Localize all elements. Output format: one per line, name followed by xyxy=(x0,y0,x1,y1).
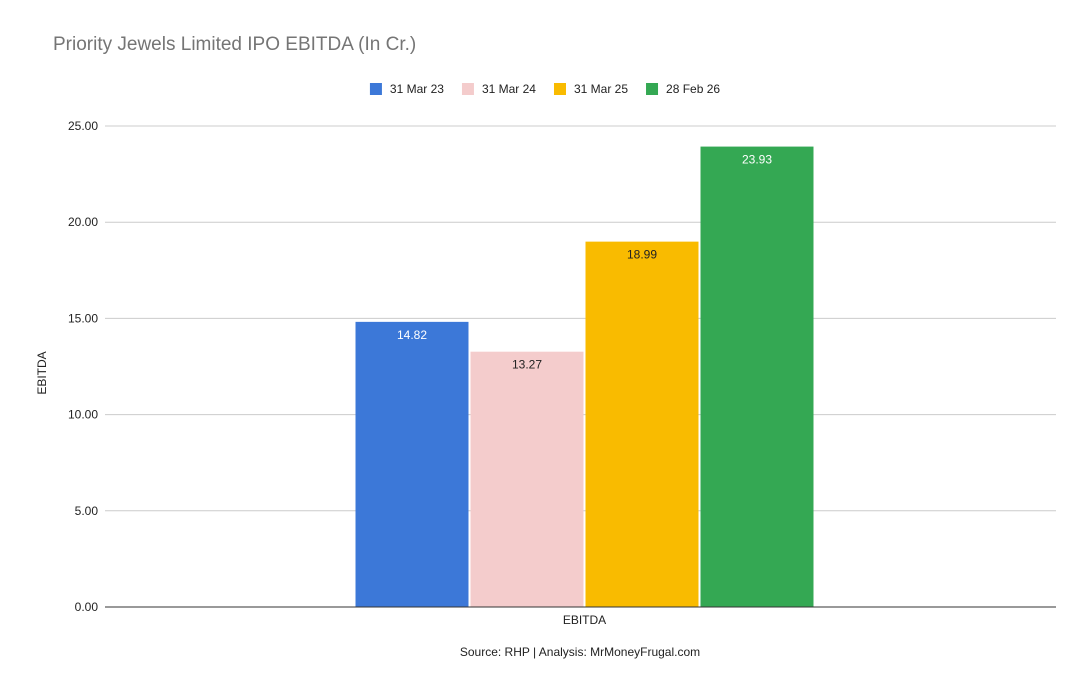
gridlines xyxy=(105,125,1056,512)
bar-value-label: 18.99 xyxy=(627,248,657,262)
bar-value-label: 23.93 xyxy=(742,153,772,167)
y-tick-label: 15.00 xyxy=(68,311,98,325)
legend-swatch xyxy=(553,83,566,95)
legend-swatch xyxy=(461,83,474,95)
x-tick-label: EBITDA xyxy=(563,613,606,627)
y-tick-label: 0.00 xyxy=(75,600,99,614)
y-tick-label: 25.00 xyxy=(68,119,98,133)
chart-title: Priority Jewels Limited IPO EBITDA (In C… xyxy=(53,34,416,55)
bar-value-label: 13.27 xyxy=(512,358,542,372)
legend-swatch xyxy=(646,83,659,95)
y-tick-label: 5.00 xyxy=(75,504,99,518)
legend-label: 31 Mar 25 xyxy=(574,82,628,96)
bar xyxy=(700,146,814,608)
source-note: Source: RHP | Analysis: MrMoneyFrugal.co… xyxy=(460,645,700,659)
y-tick-label: 10.00 xyxy=(68,408,98,422)
legend: 31 Mar 23 31 Mar 24 31 Mar 25 28 Feb 26 xyxy=(369,82,720,96)
legend-label: 31 Mar 23 xyxy=(390,82,444,96)
x-axis-ticks: EBITDA xyxy=(563,613,606,627)
legend-label: 28 Feb 26 xyxy=(666,82,720,96)
bars: 14.82 13.27 18.99 23.93 xyxy=(355,146,814,608)
y-tick-label: 20.00 xyxy=(68,215,98,229)
y-axis-ticks: 0.00 5.00 10.00 15.00 20.00 25.00 xyxy=(68,119,98,614)
bar xyxy=(355,321,469,607)
bar xyxy=(585,241,699,608)
legend-swatch xyxy=(369,83,382,95)
bar-value-label: 14.82 xyxy=(397,328,427,342)
legend-label: 31 Mar 24 xyxy=(482,82,536,96)
bar xyxy=(470,351,584,607)
y-axis-label: EBITDA xyxy=(35,351,49,394)
